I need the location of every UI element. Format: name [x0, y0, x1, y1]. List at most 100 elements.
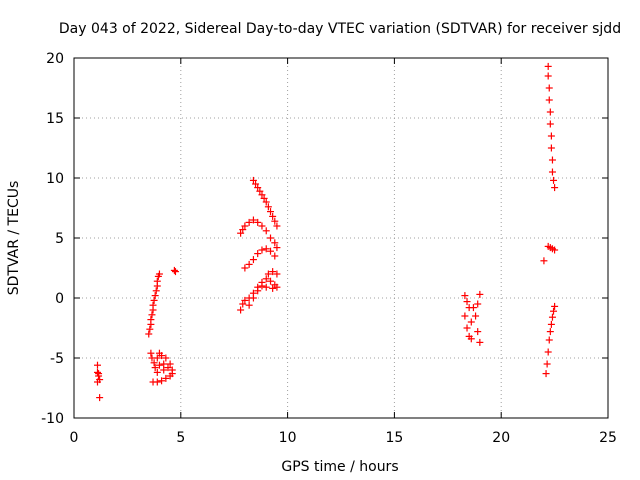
data-point — [170, 266, 178, 274]
data-point — [162, 354, 170, 362]
data-point — [547, 144, 555, 152]
data-point — [546, 328, 554, 336]
data-point — [544, 72, 552, 80]
data-point — [155, 361, 163, 369]
x-tick-labels: 0 5 10 15 20 25 — [70, 430, 617, 446]
data-point — [245, 260, 253, 268]
data-point — [262, 275, 270, 283]
data-point — [262, 245, 270, 253]
data-point — [267, 208, 275, 216]
data-point — [258, 222, 266, 230]
x-tick-label: 20 — [492, 430, 510, 446]
data-point — [93, 378, 101, 386]
data-point — [269, 268, 277, 276]
y-tick-label: 20 — [46, 51, 64, 67]
data-point — [544, 62, 552, 70]
data-point — [548, 156, 556, 164]
data-point — [461, 292, 469, 300]
data-point — [474, 300, 482, 308]
data-point — [93, 361, 101, 369]
data-point — [151, 292, 159, 300]
data-point — [258, 191, 266, 199]
x-tick-label: 0 — [70, 430, 79, 446]
data-point — [150, 359, 158, 367]
data-point — [241, 222, 249, 230]
data-point — [547, 132, 555, 140]
data-point — [93, 368, 101, 376]
data-point — [171, 268, 179, 276]
data-point — [249, 216, 257, 224]
y-tick-label: -5 — [50, 351, 64, 367]
data-point — [269, 284, 277, 292]
data-point — [545, 84, 553, 92]
data-point — [254, 184, 262, 192]
data-point — [463, 298, 471, 306]
data-point — [258, 246, 266, 254]
data-point — [461, 312, 469, 320]
data-point — [249, 256, 257, 264]
data-point — [267, 247, 275, 255]
data-point — [476, 338, 484, 346]
data-point — [145, 330, 153, 338]
data-point — [540, 257, 548, 265]
x-axis-label: GPS time / hours — [281, 459, 398, 475]
data-point — [271, 239, 279, 247]
data-point — [264, 270, 272, 278]
data-point — [241, 264, 249, 272]
data-point — [153, 368, 161, 376]
data-point — [239, 226, 247, 234]
data-point — [241, 296, 249, 304]
data-point — [547, 320, 555, 328]
data-point — [149, 378, 157, 386]
data-point — [550, 176, 558, 184]
data-point — [271, 217, 279, 225]
data-point — [264, 203, 272, 211]
y-tick-label: 15 — [46, 111, 64, 127]
data-point — [465, 304, 473, 312]
data-point — [271, 252, 279, 260]
data-point — [472, 312, 480, 320]
data-point — [151, 364, 159, 372]
data-point — [467, 318, 475, 326]
data-point — [273, 270, 281, 278]
data-point — [260, 194, 268, 202]
data-point — [262, 227, 270, 235]
data-point — [273, 222, 281, 230]
x-tick-label: 15 — [385, 430, 403, 446]
data-point — [548, 168, 556, 176]
data-point — [550, 307, 558, 315]
data-point — [262, 283, 270, 291]
data-point — [252, 180, 260, 188]
data-point — [543, 360, 551, 368]
data-point — [239, 300, 247, 308]
data-point — [160, 360, 168, 368]
data-point — [546, 108, 554, 116]
data-point — [245, 301, 253, 309]
data-point — [254, 287, 262, 295]
plot-frame — [73, 57, 609, 419]
data-point — [545, 336, 553, 344]
data-point — [542, 370, 550, 378]
data-point — [546, 120, 554, 128]
data-point — [551, 246, 559, 254]
y-tick-label: -10 — [41, 411, 64, 427]
data-point — [160, 366, 168, 374]
y-axis-label: SDTVAR / TECUs — [6, 181, 22, 296]
data-point — [551, 302, 559, 310]
data-point — [147, 316, 155, 324]
data-point — [168, 370, 176, 378]
data-point — [273, 244, 281, 252]
data-point — [267, 234, 275, 242]
data-point — [166, 360, 174, 368]
x-tick-label: 10 — [279, 430, 297, 446]
y-tick-labels: -10 -5 0 5 10 15 20 — [41, 51, 64, 427]
x-tick-label: 25 — [599, 430, 617, 446]
data-point — [146, 325, 154, 333]
data-point — [269, 212, 277, 220]
y-tick-label: 0 — [55, 291, 64, 307]
data-point — [153, 277, 161, 285]
data-point — [158, 352, 166, 360]
data-point — [256, 187, 264, 195]
y-tick-label: 5 — [55, 231, 64, 247]
chart-title: Day 043 of 2022, Sidereal Day-to-day VTE… — [59, 21, 621, 37]
